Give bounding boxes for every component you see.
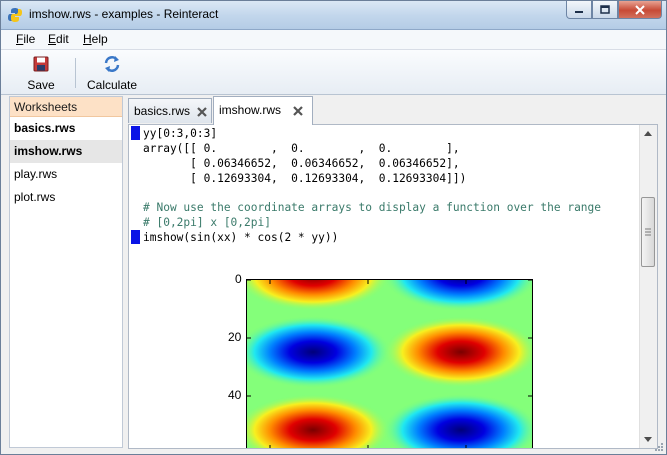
sidebar-item-label: plot.rws (14, 190, 56, 204)
resize-grip-icon[interactable] (654, 442, 664, 452)
worksheet-editor[interactable]: yy[0:3,0:3] array([[ 0. , 0. , 0. ], [ 0… (128, 125, 658, 449)
close-tab-icon[interactable] (292, 105, 304, 117)
close-icon (635, 4, 645, 15)
python-icon (8, 8, 22, 22)
plot-area (246, 279, 533, 448)
y-tick-label: 20 (228, 330, 242, 344)
close-tab-icon[interactable] (196, 106, 208, 118)
sidebar-item-label: basics.rws (14, 121, 76, 135)
tab-basics[interactable]: basics.rws (128, 98, 212, 123)
worksheets-header: Worksheets (10, 97, 122, 117)
menu-help[interactable]: Help (83, 32, 108, 46)
output-line: [ 0.06346652, 0.06346652, 0.06346652], (143, 157, 460, 170)
tab-label: imshow.rws (219, 103, 282, 117)
toolbar-separator (75, 58, 76, 88)
menu-bar: File Edit Help (1, 30, 666, 50)
code-input-line[interactable]: imshow(sin(xx) * cos(2 * yy)) (143, 231, 339, 244)
window-controls (566, 1, 662, 21)
output-line: [ 0.12693304, 0.12693304, 0.12693304]]) (143, 172, 467, 185)
code-comment-line[interactable]: # Now use the coordinate arrays to displ… (143, 201, 602, 214)
statement-marker (131, 230, 140, 244)
maximize-button[interactable] (592, 1, 618, 19)
close-button[interactable] (618, 1, 662, 19)
output-line: array([[ 0. , 0. , 0. ], (143, 142, 460, 155)
statement-marker (131, 126, 140, 140)
menu-file-label: ile (23, 32, 36, 46)
sidebar-item-imshow[interactable]: imshow.rws (10, 140, 122, 163)
calculate-label: Calculate (86, 78, 138, 92)
minimize-button[interactable] (566, 1, 592, 19)
tab-imshow[interactable]: imshow.rws (213, 96, 313, 125)
menu-edit[interactable]: Edit (48, 32, 69, 46)
sidebar-item-label: imshow.rws (14, 144, 83, 158)
tab-label: basics.rws (134, 104, 191, 118)
sidebar-item-basics[interactable]: basics.rws (10, 117, 122, 140)
sidebar-item-plot[interactable]: plot.rws (10, 186, 122, 209)
menu-file-mnemonic: F (16, 32, 24, 46)
sidebar-item-play[interactable]: play.rws (10, 163, 122, 186)
tab-strip: basics.rws imshow.rws (128, 96, 658, 125)
window-title: imshow.rws - examples - Reinteract (29, 7, 219, 21)
arrow-down-icon (644, 437, 652, 442)
menu-edit-label: dit (56, 32, 69, 46)
floppy-disk-icon (33, 56, 49, 72)
y-tick-label: 40 (228, 388, 242, 402)
maximize-icon (600, 5, 610, 14)
code-comment-line[interactable]: # [0,2pi] x [0,2pi] (143, 216, 271, 229)
menu-edit-mnemonic: E (48, 32, 57, 46)
sidebar-item-label: play.rws (14, 167, 58, 181)
scrollbar-thumb[interactable] (641, 197, 655, 267)
toolbar: Save Calculate (1, 50, 666, 95)
title-bar[interactable]: imshow.rws - examples - Reinteract (1, 1, 666, 30)
y-tick-label: 0 (235, 272, 242, 286)
scroll-down-button[interactable] (640, 431, 656, 448)
code-input-line[interactable]: yy[0:3,0:3] (143, 127, 218, 140)
heatmap-image (247, 280, 532, 448)
scroll-up-button[interactable] (640, 125, 656, 142)
arrow-up-icon (644, 131, 652, 136)
menu-file[interactable]: File (16, 32, 35, 46)
refresh-icon (104, 56, 120, 72)
menu-help-mnemonic: H (83, 32, 92, 46)
save-button[interactable]: Save (27, 54, 55, 92)
worksheets-sidebar: Worksheets basics.rws imshow.rws play.rw… (9, 96, 123, 448)
minimize-icon (575, 10, 583, 13)
axis-ticks (246, 279, 533, 448)
grip-icon (645, 228, 651, 236)
calculate-button[interactable]: Calculate (85, 54, 139, 92)
vertical-scrollbar[interactable] (639, 125, 657, 448)
save-label: Save (27, 78, 55, 92)
menu-help-label: elp (91, 32, 108, 46)
